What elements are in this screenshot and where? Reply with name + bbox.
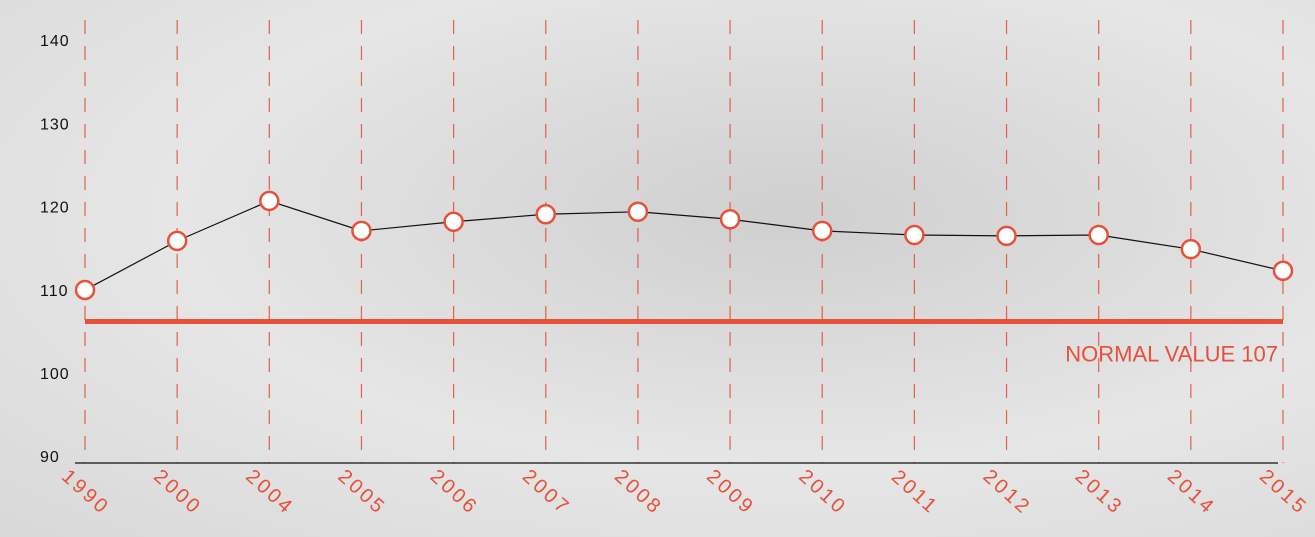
x-tick-label: 2008 xyxy=(610,465,667,519)
y-tick-label: 100 xyxy=(40,366,70,383)
data-point xyxy=(1180,238,1202,260)
data-point xyxy=(811,220,833,242)
data-point xyxy=(1088,224,1109,246)
y-tick-label: 140 xyxy=(40,33,70,50)
x-tick-label: 2014 xyxy=(1163,465,1220,519)
data-point xyxy=(74,279,96,301)
x-tick-label: 2005 xyxy=(334,465,391,519)
data-point xyxy=(719,208,741,230)
x-tick-label: 2010 xyxy=(794,465,851,519)
data-line xyxy=(84,200,1284,291)
y-tick-label: 110 xyxy=(40,283,69,300)
x-tick-label: 2011 xyxy=(887,466,943,519)
x-tick-label: 2013 xyxy=(1071,465,1128,519)
x-tick-label: 1990 xyxy=(57,465,114,519)
x-tick-label: 2007 xyxy=(518,465,575,519)
data-point xyxy=(351,220,372,242)
x-tick-label: 2000 xyxy=(149,465,206,519)
x-tick-label: 2015 xyxy=(1255,465,1312,519)
data-point xyxy=(535,203,557,225)
data-point xyxy=(1272,260,1294,282)
x-tick-label: 2006 xyxy=(426,465,483,519)
x-tick-label: 2009 xyxy=(702,465,759,519)
data-point xyxy=(996,225,1017,247)
data-point xyxy=(443,211,464,232)
data-point xyxy=(166,230,188,252)
y-tick-label: 90 xyxy=(40,449,60,466)
x-tick-label: 2004 xyxy=(241,465,298,519)
reference-label: NORMAL VALUE 107 xyxy=(1065,341,1278,366)
data-point xyxy=(627,201,649,222)
data-point xyxy=(904,224,925,246)
data-point xyxy=(259,190,280,212)
x-tick-label: 2012 xyxy=(979,465,1036,519)
y-tick-label: 130 xyxy=(40,116,70,133)
y-tick-label: 120 xyxy=(40,200,70,217)
